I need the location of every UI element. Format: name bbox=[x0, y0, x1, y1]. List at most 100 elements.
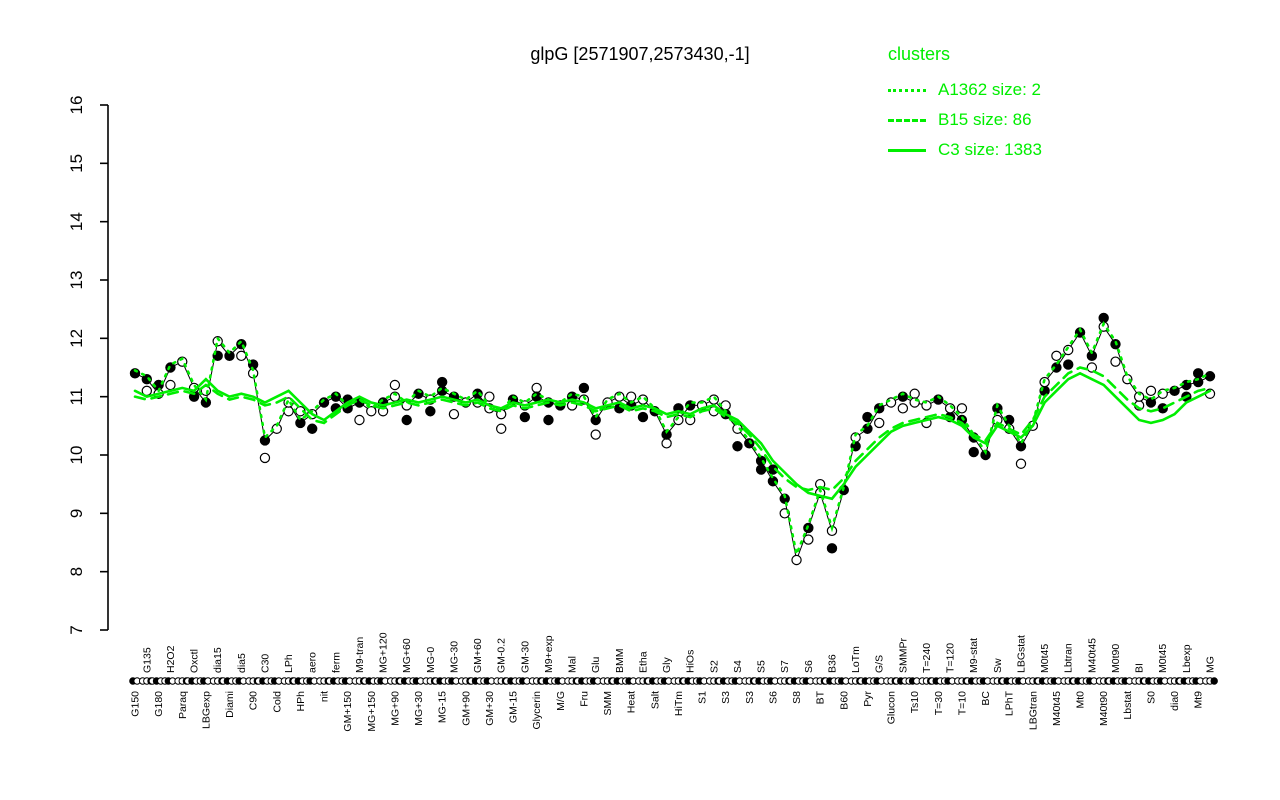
x-category-label: B36 bbox=[826, 654, 838, 673]
x-category-label: HiOs bbox=[685, 650, 697, 673]
x-category-label: Diami bbox=[224, 691, 236, 718]
expression-connecting-line bbox=[134, 325, 1211, 562]
x-category-label: S8 bbox=[791, 691, 803, 704]
expression-point bbox=[531, 382, 542, 394]
x-category-label: G150 bbox=[130, 691, 142, 717]
x-category-label: HPh bbox=[295, 691, 307, 712]
expression-point bbox=[625, 391, 637, 402]
x-category-label: BMM bbox=[614, 649, 626, 674]
x-category-label: Lbtran bbox=[1063, 643, 1075, 673]
expression-point bbox=[897, 403, 909, 414]
expression-point bbox=[850, 432, 861, 443]
x-category-label: LBGstat bbox=[1015, 635, 1027, 673]
x-category-label: S1 bbox=[697, 691, 709, 704]
x-category-label: S4 bbox=[732, 660, 744, 673]
expression-point bbox=[306, 423, 318, 434]
x-category-label: LPh bbox=[283, 654, 295, 673]
expression-point bbox=[519, 411, 531, 423]
x-category-label: S2 bbox=[708, 660, 720, 673]
x-category-label: M40t45 bbox=[1086, 638, 1098, 673]
x-category-label: T=10 bbox=[956, 691, 968, 715]
y-tick-label: 13 bbox=[67, 271, 86, 290]
x-category-label: Oxctl bbox=[189, 649, 201, 673]
x-category-label: nit bbox=[319, 691, 331, 702]
expression-point bbox=[1145, 397, 1157, 408]
expression-point bbox=[1015, 458, 1027, 469]
x-category-label: dia5 bbox=[236, 653, 248, 673]
x-category-label: M9-stat bbox=[968, 638, 980, 673]
expression-point bbox=[1015, 441, 1027, 452]
expression-point bbox=[720, 400, 731, 411]
x-category-label: LBGtran bbox=[1027, 691, 1039, 730]
chart-title: glpG [2571907,2573430,-1] bbox=[530, 44, 750, 64]
x-category-label: MG-30 bbox=[448, 641, 460, 673]
y-tick-label: 11 bbox=[67, 388, 86, 406]
x-category-label: M0t45 bbox=[1039, 644, 1051, 673]
expression-point bbox=[165, 379, 176, 391]
legend-entry: C3 size: 1383 bbox=[888, 135, 1042, 165]
legend-entry-label: C3 size: 1383 bbox=[938, 140, 1042, 159]
x-category-label: GM+90 bbox=[460, 691, 472, 726]
x-category-label: S3 bbox=[720, 691, 732, 704]
x-category-label: M/G bbox=[555, 691, 567, 711]
x-category-label: M0t45 bbox=[1157, 644, 1169, 673]
expression-point bbox=[1098, 312, 1109, 324]
x-category-label: BI bbox=[1134, 663, 1146, 673]
y-tick-label: 10 bbox=[67, 446, 86, 465]
x-category-label: M0t90 bbox=[1110, 644, 1122, 673]
expression-point bbox=[425, 406, 436, 417]
x-category-label: M9-tran bbox=[354, 637, 366, 673]
replicate-dot bbox=[1210, 677, 1218, 685]
expression-point bbox=[1157, 403, 1168, 414]
x-category-label: Gly bbox=[661, 657, 673, 674]
legend-line-sample-dotted bbox=[888, 88, 926, 92]
expression-point bbox=[791, 554, 802, 566]
x-category-label: dia15 bbox=[212, 647, 224, 673]
x-category-label: GM-30 bbox=[519, 641, 531, 673]
x-category-label: Mt9 bbox=[1193, 691, 1205, 709]
x-category-label: S6 bbox=[767, 691, 779, 704]
expression-point bbox=[448, 408, 460, 420]
expression-point bbox=[968, 446, 979, 458]
x-category-label: GM+150 bbox=[342, 691, 354, 732]
legend-entries: A1362 size: 2 B15 size: 86 C3 size: 1383 bbox=[888, 75, 1042, 165]
legend: clusters A1362 size: 2 B15 size: 86 C3 siz… bbox=[888, 44, 1042, 165]
expression-point bbox=[732, 441, 743, 452]
x-category-label: Lbexp bbox=[1181, 644, 1193, 673]
x-category-label: MG-0 bbox=[425, 647, 437, 673]
expression-point bbox=[1204, 371, 1216, 382]
y-tick-label: 12 bbox=[67, 329, 86, 348]
expression-point bbox=[401, 414, 412, 426]
expression-point bbox=[236, 350, 247, 362]
x-category-label: B60 bbox=[838, 691, 850, 710]
expression-point bbox=[259, 452, 271, 464]
x-category-label: Glu bbox=[590, 657, 602, 674]
expression-point bbox=[496, 423, 507, 434]
x-category-label: dia0 bbox=[1169, 691, 1181, 711]
x-category-label: Sw bbox=[992, 658, 1004, 673]
expression-point bbox=[366, 406, 377, 417]
legend-entry: B15 size: 86 bbox=[888, 105, 1042, 135]
expression-point bbox=[1063, 359, 1074, 370]
x-category-label: MG+150 bbox=[366, 691, 378, 732]
x-category-label: Paraq bbox=[177, 691, 189, 719]
x-category-label: Fru bbox=[578, 691, 590, 707]
expression-point bbox=[803, 534, 814, 545]
x-category-label: LPhT bbox=[1004, 690, 1016, 716]
x-category-label: Etha bbox=[637, 651, 649, 673]
x-category-label: MG-15 bbox=[437, 691, 449, 723]
x-category-label: Cold bbox=[271, 691, 283, 713]
x-category-label: MG+120 bbox=[378, 632, 390, 673]
x-category-label: GM-15 bbox=[508, 691, 520, 723]
x-category-label: LoTm bbox=[850, 646, 862, 673]
expression-point bbox=[637, 411, 649, 423]
expression-point bbox=[1086, 362, 1098, 373]
x-category-label: SMM bbox=[602, 691, 614, 716]
x-category-label: H2O2 bbox=[165, 645, 177, 673]
x-category-label: Heat bbox=[626, 691, 638, 713]
y-tick-label: 16 bbox=[67, 96, 86, 115]
x-category-label: T=240 bbox=[921, 643, 933, 673]
legend-line-sample-dashed bbox=[888, 118, 926, 122]
expression-point bbox=[590, 429, 601, 440]
